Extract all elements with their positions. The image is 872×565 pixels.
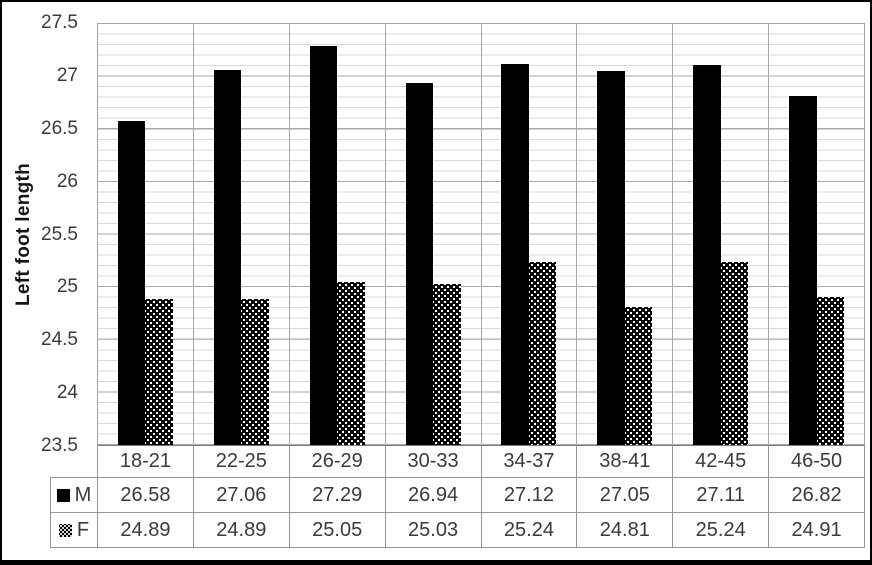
bar-m-22-25 <box>213 70 242 445</box>
y-tick-label: 24 <box>56 382 78 404</box>
table-value: 27.12 <box>480 478 577 512</box>
bar-pair <box>501 24 557 445</box>
table-value: 24.91 <box>768 513 864 547</box>
y-tick-label: 27.5 <box>41 12 78 33</box>
bar-m-18-21 <box>117 120 146 445</box>
category-label: 22-25 <box>194 446 290 477</box>
plot-category-cell <box>194 24 290 445</box>
legend-checkered-square-icon <box>58 523 72 537</box>
category-label: 30-33 <box>386 446 482 477</box>
bar-f-30-33 <box>433 283 461 445</box>
category-label: 26-29 <box>290 446 386 477</box>
category-label: 34-37 <box>482 446 578 477</box>
legend-cell-m: M <box>51 478 97 512</box>
bar-pair <box>405 24 461 445</box>
table-value: 24.89 <box>192 513 289 547</box>
table-value: 24.81 <box>576 513 672 547</box>
series-name: F <box>76 518 90 541</box>
bar-m-38-41 <box>597 71 625 445</box>
plot-area <box>97 23 865 446</box>
table-value: 25.24 <box>672 513 768 547</box>
category-label: 38-41 <box>577 446 674 477</box>
plot-category-cell <box>577 24 674 445</box>
category-label: 46-50 <box>790 450 843 472</box>
category-label-row: 18-21 22-25 26-29 30-33 34-37 38-41 42-45 46-50 <box>97 446 865 477</box>
y-tick-label: 26 <box>56 170 78 192</box>
bar-f-18-21 <box>145 298 173 445</box>
table-value: 26.58 <box>97 478 193 512</box>
table-row-m: M 26.58 27.06 27.29 26.94 27.12 27.05 27.11 26.8… <box>50 478 865 513</box>
bar-pair <box>213 24 269 445</box>
y-tick-label: 27 <box>56 64 78 86</box>
table-value: 24.89 <box>97 513 193 547</box>
y-tick-label: 23.5 <box>41 435 78 456</box>
bar-m-30-33 <box>405 82 434 445</box>
category-label: 42-45 <box>673 446 770 477</box>
bar-f-26-29 <box>337 281 365 445</box>
plot-category-cell <box>482 24 578 445</box>
plot-category-cell <box>769 24 864 445</box>
bar-f-46-50 <box>816 296 845 445</box>
series-name: M <box>74 483 92 506</box>
table-value: 27.29 <box>288 478 385 512</box>
data-table: M 26.58 27.06 27.29 26.94 27.12 27.05 27.11 26.8… <box>50 477 865 548</box>
y-tick-label: 26.5 <box>41 117 78 139</box>
table-value: 25.03 <box>384 513 481 547</box>
bar-pair <box>117 24 173 445</box>
table-value: 27.05 <box>576 478 672 512</box>
table-value: 25.24 <box>480 513 577 547</box>
y-tick-label: 25 <box>56 276 78 298</box>
bar-m-42-45 <box>693 65 721 445</box>
plot-category-cell <box>386 24 482 445</box>
bar-pair <box>789 24 845 445</box>
bar-m-34-37 <box>501 64 529 445</box>
plot-category-cell <box>290 24 386 445</box>
plot-category-cell <box>98 24 194 445</box>
bar-m-26-29 <box>309 46 338 445</box>
plot-category-cell <box>673 24 770 445</box>
table-row-f: F 24.89 24.89 25.05 25.03 25.24 24.81 25.24 24.9… <box>50 513 865 548</box>
bar-f-22-25 <box>241 298 269 445</box>
bar-f-38-41 <box>624 307 653 445</box>
bar-m-46-50 <box>789 95 817 445</box>
bar-pair <box>597 24 653 445</box>
bar-f-42-45 <box>720 261 749 445</box>
bar-pair <box>693 24 749 445</box>
table-value: 26.82 <box>768 478 864 512</box>
legend-cell-f: F <box>51 513 97 547</box>
table-value: 26.94 <box>384 478 481 512</box>
table-value: 27.06 <box>192 478 289 512</box>
table-value: 25.05 <box>288 513 385 547</box>
y-tick-label: 24.5 <box>41 329 78 351</box>
table-value: 27.11 <box>672 478 768 512</box>
legend-solid-square-icon <box>56 488 70 502</box>
y-tick-label: 25.5 <box>41 223 78 245</box>
bar-f-34-37 <box>528 261 557 445</box>
y-axis-tick-labels: 27.5 27 26.5 26 25.5 25 24.5 24 23.5 <box>2 12 88 456</box>
bar-pair <box>309 24 365 445</box>
category-label: 18-21 <box>98 446 194 477</box>
